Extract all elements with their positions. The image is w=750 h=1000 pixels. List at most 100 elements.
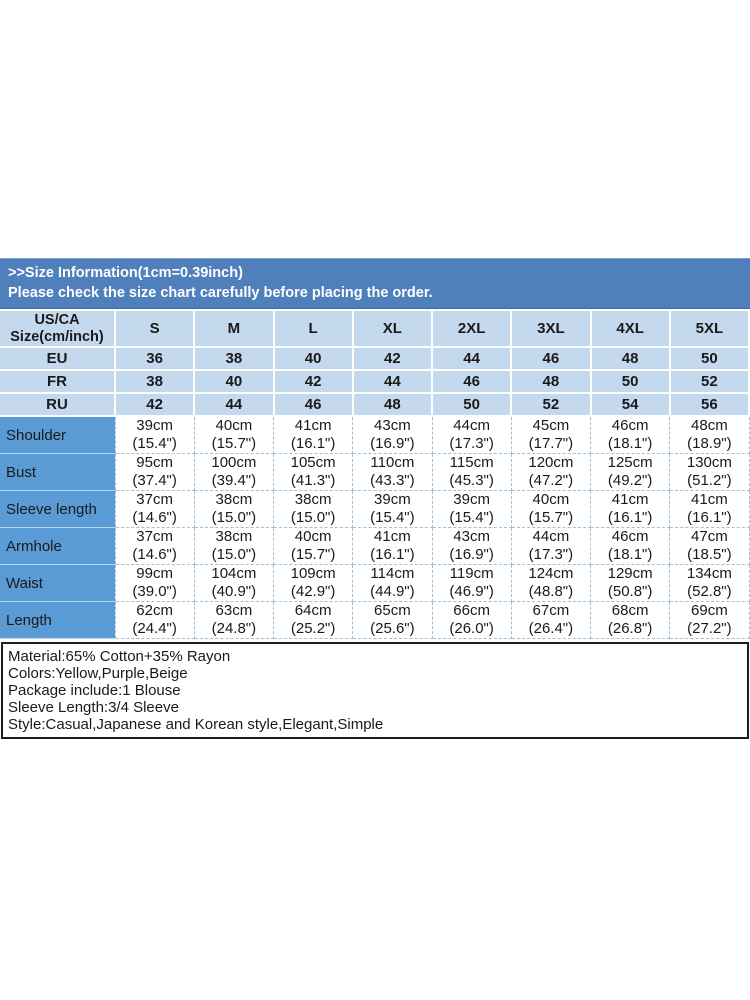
- measurement-value-cell: 39cm (15.4"): [431, 490, 512, 528]
- measurement-value-cell: 119cm (46.9"): [431, 564, 512, 602]
- size-value-cell: 50: [590, 370, 671, 394]
- size-value-cell: 46: [273, 393, 354, 417]
- measurement-row: Armhole 37cm (14.6") 38cm (15.0") 40cm (15.…: [0, 527, 750, 565]
- region-label: FR: [0, 370, 116, 394]
- region-row: FR 38 40 42 44 46 48 50 52: [0, 370, 750, 394]
- size-value-cell: 42: [273, 370, 354, 394]
- measurement-value-cell: 38cm (15.0"): [272, 490, 354, 528]
- measurement-value-cell: 44cm (17.3"): [510, 527, 592, 565]
- size-column-header: XL: [352, 311, 434, 348]
- region-row: RU 42 44 46 48 50 52 54 56: [0, 393, 750, 417]
- measurement-value-cell: 37cm (14.6"): [114, 490, 195, 528]
- size-value-cell: 52: [511, 393, 592, 417]
- measurement-value-cell: 47cm (18.5"): [669, 527, 750, 565]
- size-value-cell: 50: [432, 393, 513, 417]
- measurement-value-cell: 40cm (15.7"): [272, 527, 354, 565]
- size-column-header: M: [194, 311, 275, 348]
- size-column-header: S: [115, 311, 196, 348]
- measurement-label: Shoulder: [0, 416, 116, 454]
- measurement-value-cell: 100cm (39.4"): [193, 453, 275, 491]
- size-value-cell: 44: [194, 393, 275, 417]
- size-value-cell: 44: [352, 370, 434, 394]
- measurement-value-cell: 69cm (27.2"): [669, 601, 750, 639]
- region-label: EU: [0, 347, 116, 371]
- measurement-value-cell: 64cm (25.2"): [272, 601, 354, 639]
- size-value-cell: 38: [115, 370, 196, 394]
- measurement-value-cell: 66cm (26.0"): [431, 601, 512, 639]
- measurement-value-cell: 43cm (16.9"): [431, 527, 512, 565]
- size-column-header: 2XL: [432, 311, 513, 348]
- measurement-value-cell: 62cm (24.4"): [114, 601, 195, 639]
- measurement-value-cell: 105cm (41.3"): [272, 453, 354, 491]
- measurement-value-cell: 65cm (25.6"): [352, 601, 433, 639]
- measurement-value-cell: 43cm (16.9"): [352, 415, 433, 454]
- measurement-value-cell: 46cm (18.1"): [589, 415, 671, 454]
- product-info-line: Style:Casual,Japanese and Korean style,E…: [8, 716, 384, 733]
- measurement-value-cell: 110cm (43.3"): [352, 453, 433, 491]
- product-info-line: Material:65% Cotton+35% Rayon: [8, 648, 231, 665]
- measurement-value-cell: 120cm (47.2"): [510, 453, 592, 491]
- measurement-value-cell: 124cm (48.8"): [510, 564, 592, 602]
- size-value-cell: 36: [115, 347, 196, 371]
- measurement-value-cell: 41cm (16.1"): [669, 490, 750, 528]
- size-value-cell: 48: [590, 347, 671, 371]
- measurement-value-cell: 125cm (49.2"): [589, 453, 671, 491]
- size-column-header: 5XL: [669, 311, 750, 348]
- size-value-cell: 42: [115, 393, 196, 417]
- measurement-value-cell: 48cm (18.9"): [669, 415, 750, 454]
- size-column-header: 3XL: [511, 311, 592, 348]
- size-value-cell: 48: [511, 370, 592, 394]
- measurement-value-cell: 67cm (26.4"): [510, 601, 592, 639]
- size-value-cell: 56: [669, 393, 750, 417]
- measurement-value-cell: 115cm (45.3"): [431, 453, 512, 491]
- measurement-value-cell: 44cm (17.3"): [431, 415, 512, 454]
- measurement-value-cell: 63cm (24.8"): [193, 601, 275, 639]
- size-value-cell: 44: [432, 347, 513, 371]
- size-value-cell: 46: [432, 370, 513, 394]
- size-value-cell: 40: [194, 370, 275, 394]
- measurement-value-cell: 99cm (39.0"): [114, 564, 195, 602]
- measurement-value-cell: 129cm (50.8"): [589, 564, 671, 602]
- product-info-line: Sleeve Length:3/4 Sleeve: [8, 699, 179, 716]
- measurement-value-cell: 68cm (26.8"): [589, 601, 671, 639]
- size-value-cell: 48: [352, 393, 434, 417]
- measurement-value-cell: 41cm (16.1"): [589, 490, 671, 528]
- banner-title: >>Size Information(1cm=0.39inch): [8, 265, 243, 281]
- measurement-value-cell: 95cm (37.4"): [114, 453, 195, 491]
- measurement-value-cell: 38cm (15.0"): [193, 490, 275, 528]
- size-value-cell: 38: [194, 347, 275, 371]
- size-column-header: L: [273, 311, 354, 348]
- measurement-value-cell: 41cm (16.1"): [352, 527, 433, 565]
- size-value-cell: 42: [352, 347, 434, 371]
- measurement-value-cell: 41cm (16.1"): [272, 415, 354, 454]
- measurement-value-cell: 38cm (15.0"): [193, 527, 275, 565]
- measurement-row: Bust 95cm (37.4") 100cm (39.4") 105cm (41.3…: [0, 453, 750, 491]
- measurement-value-cell: 40cm (15.7"): [193, 415, 275, 454]
- banner-subtitle: Please check the size chart carefully be…: [8, 285, 433, 301]
- measurement-value-cell: 46cm (18.1"): [589, 527, 671, 565]
- measurement-row: Sleeve length 37cm (14.6") 38cm (15.0") 38c…: [0, 490, 750, 528]
- size-value-cell: 40: [273, 347, 354, 371]
- measurement-row: Shoulder 39cm (15.4") 40cm (15.7") 41cm (16…: [0, 415, 750, 454]
- size-value-cell: 50: [669, 347, 750, 371]
- measurement-value-cell: 37cm (14.6"): [114, 527, 195, 565]
- size-info-banner: >>Size Information(1cm=0.39inch) Please …: [0, 258, 750, 309]
- region-row: EU 36 38 40 42 44 46 48 50: [0, 347, 750, 371]
- measurement-value-cell: 39cm (15.4"): [114, 415, 195, 454]
- measurement-value-cell: 40cm (15.7"): [510, 490, 592, 528]
- corner-header-cell: US/CA Size(cm/inch): [0, 311, 116, 348]
- measurement-value-cell: 45cm (17.7"): [510, 415, 592, 454]
- measurement-label: Bust: [0, 453, 116, 491]
- measurement-label: Length: [0, 601, 116, 639]
- size-chart-table: US/CA Size(cm/inch) S M L XL 2XL 3XL 4XL 5XL EU 3…: [0, 311, 750, 639]
- measurement-value-cell: 114cm (44.9"): [352, 564, 433, 602]
- measurement-row: Waist 99cm (39.0") 104cm (40.9") 109cm (42.…: [0, 564, 750, 602]
- size-value-cell: 54: [590, 393, 671, 417]
- measurement-label: Sleeve length: [0, 490, 116, 528]
- measurement-row: Length 62cm (24.4") 63cm (24.8") 64cm (25.2…: [0, 601, 750, 639]
- size-column-header: 4XL: [590, 311, 671, 348]
- size-value-cell: 52: [669, 370, 750, 394]
- size-header-row: US/CA Size(cm/inch) S M L XL 2XL 3XL 4XL 5XL: [0, 311, 750, 348]
- measurement-value-cell: 39cm (15.4"): [352, 490, 433, 528]
- product-info-box: Material:65% Cotton+35% Rayon Colors:Yell…: [1, 642, 749, 739]
